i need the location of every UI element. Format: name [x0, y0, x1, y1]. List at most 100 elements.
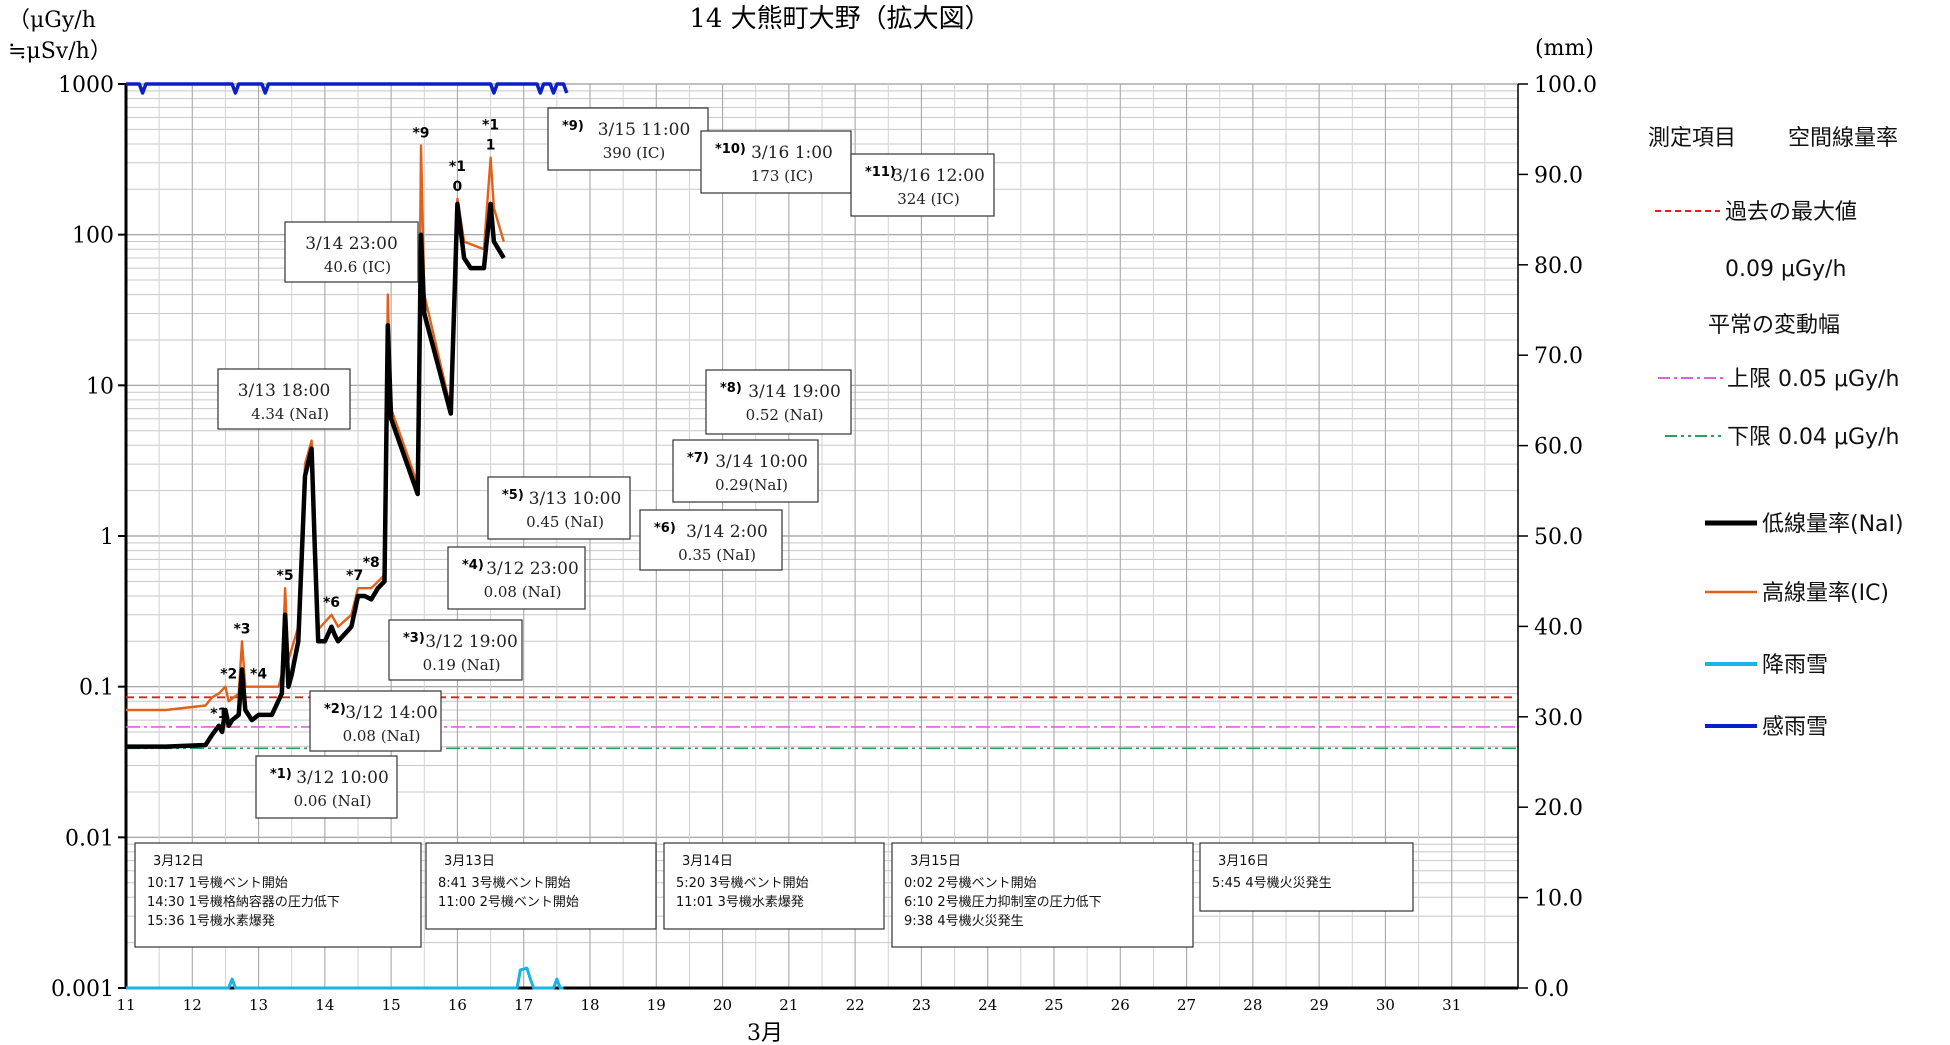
- peak-marker-label: *6: [323, 595, 340, 611]
- annotation-box: [850, 153, 995, 217]
- legend-sense-label: 感雨雪: [1762, 715, 1828, 740]
- legend-past-max-label: 過去の最大値: [1725, 200, 1857, 225]
- event-line: 11:00 2号機ベント開始: [438, 895, 579, 910]
- peak-marker-label: *1: [449, 159, 466, 175]
- right-tick-label: 70.0: [1534, 344, 1583, 369]
- peak-marker-label: 0: [453, 179, 463, 195]
- annotation-time: 3/15 11:00: [598, 120, 691, 140]
- event-date: 3月13日: [444, 854, 495, 869]
- sense-series-line: [126, 82, 569, 95]
- right-tick-label: 100.0: [1534, 73, 1597, 98]
- annotation-tag: *7): [687, 451, 709, 466]
- right-tick-label: 50.0: [1534, 525, 1583, 550]
- left-tick-label: 100: [72, 224, 114, 249]
- x-axis-label: 3月: [747, 1021, 783, 1045]
- event-date: 3月14日: [682, 854, 733, 869]
- x-tick-label: 11: [116, 996, 135, 1014]
- event-line: 0:02 2号機ベント開始: [904, 876, 1037, 891]
- legend-range-label: 平常の変動幅: [1708, 313, 1840, 338]
- annotation-box: [672, 439, 819, 503]
- annotation-time: 3/12 19:00: [425, 632, 518, 652]
- annotation-time: 3/16 12:00: [892, 166, 985, 186]
- event-line: 5:20 3号機ベント開始: [676, 876, 809, 891]
- right-tick-label: 10.0: [1534, 887, 1583, 912]
- x-tick-label: 22: [846, 996, 865, 1014]
- annotation-time: 3/14 23:00: [305, 234, 398, 254]
- annotation-value: 173 (IC): [751, 167, 814, 185]
- peak-marker-label: *8: [363, 555, 380, 571]
- annotation-value: 0.08 (NaI): [343, 727, 421, 745]
- annotation-box: [388, 619, 523, 681]
- annotation-boxes: *1) 3/12 10:00 0.06 (NaI) *2) 3/12 14:00 0.08…: [217, 107, 995, 819]
- x-tick-label: 29: [1310, 996, 1329, 1014]
- peak-markers: *1 *2 *3 *4 *5 *6 *7*8 *9 *1 0 *1 1: [210, 118, 499, 722]
- event-line: 8:41 3号機ベント開始: [438, 876, 571, 891]
- tick-labels: 0.0010.010.111010010000.010.020.030.040.…: [51, 73, 1597, 1014]
- x-tick-label: 25: [1044, 996, 1063, 1014]
- peak-marker-label: *4: [250, 667, 267, 683]
- legend-ic-label: 高線量率(IC): [1762, 581, 1889, 606]
- right-tick-label: 90.0: [1534, 163, 1583, 188]
- annotation-value: 0.29(NaI): [715, 476, 788, 494]
- annotation-box: [255, 755, 398, 819]
- annotation-box: [284, 221, 419, 283]
- event-line: 9:38 4号機火災発生: [904, 914, 1024, 929]
- annotation-value: 0.45 (NaI): [526, 513, 604, 531]
- event-date: 3月12日: [153, 854, 204, 869]
- annotation-time: 3/13 10:00: [529, 489, 622, 509]
- annotation-tag: *8): [720, 381, 742, 396]
- rain-series-line: [126, 966, 564, 990]
- x-tick-label: 15: [382, 996, 401, 1014]
- event-line: 11:01 3号機水素爆発: [676, 895, 804, 910]
- event-box: [134, 842, 422, 948]
- legend-rain-label: 降雨雪: [1762, 653, 1828, 678]
- annotation-time: 3/16 1:00: [751, 143, 833, 163]
- right-tick-label: 30.0: [1534, 706, 1583, 731]
- peak-marker-label: *2: [220, 667, 237, 683]
- right-tick-label: 0.0: [1534, 977, 1569, 1002]
- x-tick-label: 31: [1442, 996, 1461, 1014]
- x-tick-label: 18: [580, 996, 599, 1014]
- peak-marker-label: *1: [482, 118, 499, 134]
- x-tick-label: 14: [315, 996, 334, 1014]
- event-line: 5:45 4号機火災発生: [1212, 876, 1332, 891]
- annotation-tag: *3): [403, 631, 425, 646]
- annotation-tag: *2): [324, 702, 346, 717]
- nai-series-line: [126, 201, 506, 749]
- x-tick-label: 23: [912, 996, 931, 1014]
- legend-header-item: 測定項目: [1648, 126, 1736, 151]
- annotation-value: 0.19 (NaI): [423, 656, 501, 674]
- left-axis-label-line2: ≒μSv/h）: [8, 39, 112, 64]
- left-axis-label-line1: （μGy/h: [8, 8, 96, 33]
- x-tick-label: 30: [1376, 996, 1395, 1014]
- annotation-value: 324 (IC): [897, 190, 960, 208]
- right-tick-label: 80.0: [1534, 254, 1583, 279]
- x-tick-label: 27: [1177, 996, 1196, 1014]
- annotation-value: 40.6 (IC): [324, 258, 391, 276]
- right-tick-label: 60.0: [1534, 435, 1583, 460]
- x-tick-label: 24: [978, 996, 997, 1014]
- annotation-box: [309, 690, 442, 752]
- annotation-box: [217, 368, 351, 430]
- event-box: [425, 842, 657, 930]
- annotation-box: [639, 509, 783, 571]
- annotation-value: 0.08 (NaI): [484, 583, 562, 601]
- annotation-value: 0.52 (NaI): [746, 406, 824, 424]
- event-box: [663, 842, 885, 930]
- left-tick-label: 0.01: [65, 826, 114, 851]
- annotation-box: [487, 476, 631, 540]
- x-tick-label: 26: [1111, 996, 1130, 1014]
- legend-lower-label: 下限 0.04 μGy/h: [1727, 425, 1899, 450]
- peak-marker-label: *7: [346, 568, 363, 584]
- series-layer: [126, 82, 569, 990]
- legend-nai-label: 低線量率(NaI): [1762, 512, 1904, 537]
- annotation-box: [700, 130, 852, 194]
- peak-marker-label: *5: [277, 568, 294, 584]
- peak-marker-label: 1: [486, 138, 496, 154]
- event-date: 3月15日: [910, 854, 961, 869]
- annotation-time: 3/14 19:00: [748, 382, 841, 402]
- annotation-box: [447, 546, 586, 610]
- annotation-time: 3/13 18:00: [238, 381, 331, 401]
- left-tick-label: 10: [86, 374, 114, 399]
